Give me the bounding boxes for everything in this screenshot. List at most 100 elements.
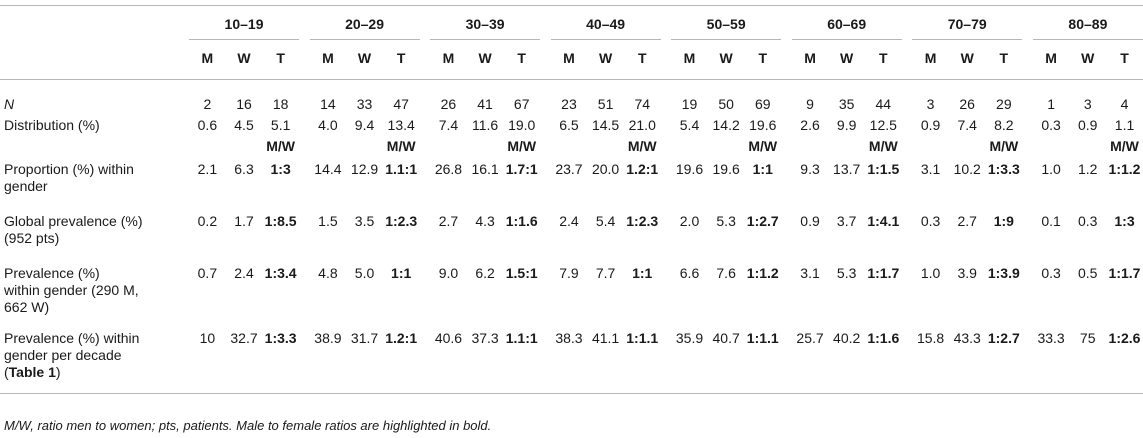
group-gap xyxy=(902,138,913,161)
ratio-cell: 1:1.7 xyxy=(867,265,900,281)
value-cell: 5.3 xyxy=(836,265,857,281)
group-gap xyxy=(299,265,310,330)
decade-header: 40–49 xyxy=(550,5,661,40)
ratio-cell: 1.2:1 xyxy=(626,161,659,177)
value-cell: 5.3 xyxy=(716,213,736,229)
value-cell: 19.6 xyxy=(712,161,740,177)
value-cell: 41 xyxy=(477,96,493,112)
value-cell: 14 xyxy=(320,96,336,112)
empty-cell xyxy=(1069,138,1106,161)
table-row-prevalence_decade: Prevalence (%) within gender per decade (T… xyxy=(0,330,1143,394)
value-cell: 38.9 xyxy=(314,330,342,346)
subheader-cell: W xyxy=(598,50,613,66)
row-label-suffix: ) xyxy=(55,364,61,380)
value-cell: 2.4 xyxy=(559,213,579,229)
corner-cell xyxy=(0,40,189,80)
group-gap xyxy=(540,213,551,265)
group-gap xyxy=(420,6,431,40)
group-gap xyxy=(420,161,431,213)
row-label: Global prevalence (%) (952 pts) xyxy=(0,213,189,265)
decade-header-row: 10–19 20–29 30–39 40–49 50–59 60–69 70–79 80–89 xyxy=(0,5,1143,40)
subheader-cell: M xyxy=(804,50,816,66)
group-gap xyxy=(540,80,551,118)
value-cell: 3.7 xyxy=(836,213,857,229)
table-row-distribution: Distribution (%) 0.6 4.5 5.1 4.0 9.4 13.4 7.4 11… xyxy=(0,117,1143,138)
value-cell: 4.5 xyxy=(234,117,254,133)
group-gap xyxy=(299,330,310,394)
value-cell: 40.7 xyxy=(712,330,740,346)
ratio-cell: 1:1.6 xyxy=(867,330,900,346)
group-gap xyxy=(781,265,792,330)
value-cell: 6.2 xyxy=(475,265,495,281)
group-gap xyxy=(902,213,913,265)
group-gap xyxy=(420,117,431,138)
group-gap xyxy=(781,6,792,40)
value-cell: 4 xyxy=(1120,96,1129,112)
value-cell: 13.4 xyxy=(387,117,415,133)
value-cell: 0.1 xyxy=(1041,213,1061,229)
value-cell: 1.1 xyxy=(1114,117,1135,133)
value-cell: 18 xyxy=(272,96,289,112)
value-cell: 6.3 xyxy=(234,161,254,177)
value-cell: 4.8 xyxy=(318,265,338,281)
value-cell: 4.3 xyxy=(475,213,495,229)
ratio-cell: 1:3 xyxy=(1114,213,1135,229)
group-gap xyxy=(420,40,431,80)
value-cell: 1.0 xyxy=(1041,161,1061,177)
subheader-cell: W xyxy=(719,50,733,66)
group-gap xyxy=(781,40,792,80)
value-cell: 0.6 xyxy=(197,117,218,133)
group-gap xyxy=(781,138,792,161)
group-gap xyxy=(1022,265,1033,330)
decade-header: 60–69 xyxy=(791,5,902,40)
group-gap xyxy=(420,213,431,265)
subheader-cell: T xyxy=(276,50,285,66)
value-cell: 3 xyxy=(926,96,935,112)
value-cell: 7.7 xyxy=(595,265,616,281)
value-cell: 47 xyxy=(393,96,409,112)
value-cell: 10 xyxy=(199,330,216,346)
value-cell: 7.4 xyxy=(957,117,977,133)
subheader-cell: M xyxy=(563,50,575,66)
subheader-cell: W xyxy=(840,50,854,66)
value-cell: 10.2 xyxy=(953,161,981,177)
decade-header: 70–79 xyxy=(912,5,1023,40)
table-row-proportion: Proportion (%) within gender 2.1 6.3 1:3 14.4… xyxy=(0,161,1143,213)
value-cell: 1.2 xyxy=(1077,161,1098,177)
row-label-line: 662 W) xyxy=(4,299,50,315)
group-gap xyxy=(1022,138,1033,161)
value-cell: 0.9 xyxy=(1077,117,1098,133)
value-cell: 6.6 xyxy=(679,265,700,281)
group-gap xyxy=(661,117,672,138)
value-cell: 0.9 xyxy=(800,213,820,229)
value-cell: 9.0 xyxy=(438,265,459,281)
value-cell: 16.1 xyxy=(471,161,499,177)
value-cell: 9.4 xyxy=(354,117,375,133)
group-gap xyxy=(781,161,792,213)
ratio-cell: 1.7:1 xyxy=(505,161,538,177)
group-gap xyxy=(781,80,792,118)
value-cell: 5.4 xyxy=(595,213,616,229)
value-cell: 3.9 xyxy=(957,265,977,281)
value-cell: 2 xyxy=(203,96,212,112)
value-cell: 4.0 xyxy=(318,117,338,133)
subheader-cell: W xyxy=(237,50,251,66)
group-gap xyxy=(781,330,792,394)
value-cell: 0.7 xyxy=(197,265,218,281)
table-row-n: N 2 16 18 14 33 47 26 41 67 23 51 74 19 50 69 9 35 44 3 26 29… xyxy=(0,80,1143,118)
value-cell: 7.4 xyxy=(438,117,459,133)
ratio-header: M/W xyxy=(507,138,537,154)
empty-cell xyxy=(828,138,865,161)
group-gap xyxy=(902,161,913,213)
subheader-cell: T xyxy=(1120,50,1129,66)
subheader-cell: M xyxy=(442,50,455,66)
ratio-header: M/W xyxy=(868,138,898,154)
ratio-cell: 1:2.3 xyxy=(626,213,659,229)
value-cell: 6.5 xyxy=(559,117,579,133)
value-cell: 69 xyxy=(754,96,771,112)
empty-cell xyxy=(587,138,624,161)
decade-header: 30–39 xyxy=(430,5,541,40)
subheader-cell: T xyxy=(758,50,768,66)
value-cell: 3.1 xyxy=(920,161,941,177)
